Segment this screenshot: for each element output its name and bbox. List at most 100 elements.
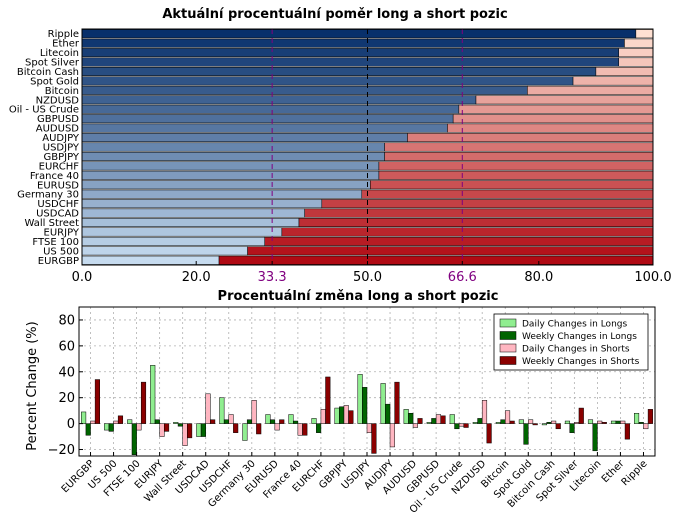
change-bar (380, 383, 386, 424)
change-bar (154, 419, 160, 424)
change-bar (509, 420, 515, 424)
category-label: EURUSD (37, 180, 79, 191)
change-bar (592, 423, 598, 452)
change-bar (546, 422, 552, 424)
short-bar (384, 142, 654, 152)
change-bar (435, 414, 441, 424)
change-bar (426, 422, 432, 424)
y-tick-label: −20 (48, 443, 75, 458)
category-label: US 500 (43, 246, 79, 257)
change-bar (463, 423, 469, 428)
long-bar (81, 255, 220, 265)
x-tick-label: 50.0 (353, 270, 382, 285)
change-bar (127, 419, 133, 424)
change-bar (601, 422, 607, 424)
long-bar (81, 142, 385, 152)
legend-entry: Daily Changes in Longs (522, 320, 627, 330)
category-label: EURJPY (44, 227, 80, 238)
category-label: Bitcoin (45, 86, 79, 97)
long-bar (81, 67, 597, 76)
long-bar (81, 236, 265, 246)
change-bar (597, 420, 603, 424)
short-bar (378, 170, 654, 180)
x-tick-label: Ripple (620, 458, 650, 488)
change-bar (223, 419, 230, 424)
change-bar (163, 423, 170, 432)
short-bar (572, 76, 654, 86)
legend-swatch (499, 331, 517, 340)
change-bar (643, 423, 649, 430)
category-label: NZDUSD (36, 95, 80, 106)
change-bar (343, 405, 349, 424)
change-bar (504, 410, 511, 424)
change-bar (431, 418, 437, 424)
category-label: EURCHF (39, 161, 80, 172)
change-bar (104, 423, 110, 431)
short-bar (304, 208, 654, 218)
change-bar (569, 423, 575, 433)
change-bar (357, 374, 363, 424)
x-tick-label: 100.0 (634, 270, 671, 285)
change-bar (242, 423, 248, 441)
long-bar (81, 57, 619, 67)
category-label: AUDJPY (42, 133, 80, 144)
category-label: France 40 (30, 171, 79, 182)
category-label: Oil - US Crude (9, 105, 79, 116)
change-bar (541, 423, 547, 426)
short-bar (635, 29, 654, 39)
long-bar (81, 218, 300, 227)
change-bar (182, 423, 188, 446)
long-bar (81, 85, 528, 95)
change-bar (523, 423, 529, 445)
change-bar (486, 423, 492, 444)
change-bar (454, 423, 460, 430)
change-bar (477, 418, 483, 424)
change-bar (108, 423, 114, 432)
chart2-y-axis-label: Percent Change (%) (25, 321, 40, 450)
change-bar (620, 420, 626, 424)
change-bar (638, 422, 644, 424)
change-bar (113, 420, 119, 424)
change-bar (551, 420, 557, 424)
change-bar (394, 381, 400, 424)
category-label: FTSE 100 (32, 237, 79, 248)
change-bar (288, 414, 294, 424)
change-bar (371, 423, 377, 454)
change-bar (472, 422, 478, 424)
short-bar (247, 246, 654, 256)
change-bar (320, 409, 326, 424)
change-bar (136, 423, 142, 431)
change-bar (311, 418, 317, 424)
category-label: USDCHF (37, 199, 79, 210)
long-bar (81, 227, 283, 237)
change-bar (256, 423, 262, 435)
legend-frame (493, 313, 649, 371)
short-bar (595, 67, 654, 76)
change-bar (417, 418, 423, 424)
long-bar (81, 161, 380, 171)
change-bar (334, 407, 340, 424)
change-bar (297, 423, 303, 436)
change-bar (366, 423, 372, 433)
change-bar (348, 410, 354, 424)
change-bar (325, 376, 331, 424)
chart2-title: Procentuální změna long a short pozic (218, 289, 499, 304)
change-bar (200, 423, 206, 437)
long-bar (81, 104, 460, 114)
change-bar (389, 423, 395, 448)
short-bar (264, 236, 654, 246)
long-bar (81, 189, 363, 199)
category-label: AUDUSD (36, 124, 80, 135)
long-bar (81, 246, 248, 256)
x-tick-label: 20.0 (182, 270, 211, 285)
category-label: Litecoin (40, 48, 79, 59)
category-label: Bitcoin Cash (17, 67, 79, 78)
change-bar (532, 423, 538, 426)
change-bar (528, 419, 534, 424)
category-label: GBPUSD (37, 114, 79, 125)
change-bar (269, 419, 276, 424)
legend-swatch (499, 356, 517, 365)
change-bar (440, 415, 446, 424)
short-bar (407, 133, 654, 143)
short-bar (618, 57, 654, 67)
